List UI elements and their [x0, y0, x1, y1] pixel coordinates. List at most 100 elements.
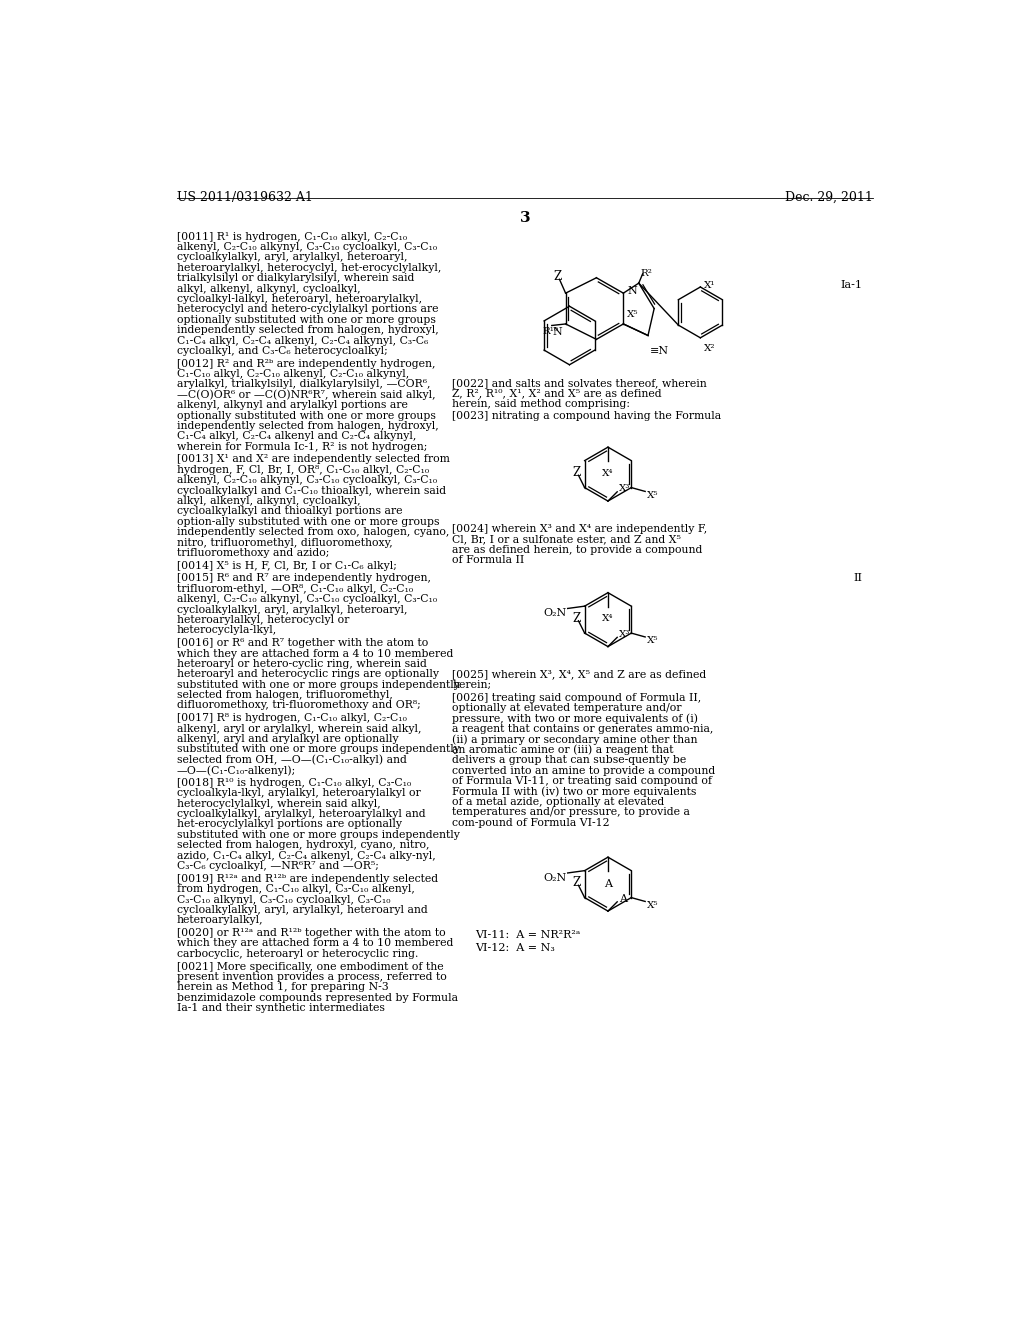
Text: 3: 3 [519, 211, 530, 224]
Text: present invention provides a process, referred to: present invention provides a process, re… [177, 972, 446, 982]
Text: [0018] R¹⁰ is hydrogen, C₁-C₁₀ alkyl, C₃-C₁₀: [0018] R¹⁰ is hydrogen, C₁-C₁₀ alkyl, C₃… [177, 777, 411, 788]
Text: independently selected from halogen, hydroxyl,: independently selected from halogen, hyd… [177, 421, 438, 430]
Text: selected from halogen, trifluoromethyl,: selected from halogen, trifluoromethyl, [177, 690, 392, 700]
Text: nitro, trifluoromethyl, difluoromethoxy,: nitro, trifluoromethyl, difluoromethoxy, [177, 537, 392, 548]
Text: alkenyl, aryl or arylalkyl, wherein said alkyl,: alkenyl, aryl or arylalkyl, wherein said… [177, 723, 421, 734]
Text: optionally substituted with one or more groups: optionally substituted with one or more … [177, 314, 435, 325]
Text: O₂N: O₂N [543, 873, 566, 883]
Text: pressure, with two or more equivalents of (i): pressure, with two or more equivalents o… [453, 714, 698, 725]
Text: heterocyclylalkyl, wherein said alkyl,: heterocyclylalkyl, wherein said alkyl, [177, 799, 381, 809]
Text: [0012] R² and R²ᵇ are independently hydrogen,: [0012] R² and R²ᵇ are independently hydr… [177, 359, 435, 368]
Text: of Formula VI-11, or treating said compound of: of Formula VI-11, or treating said compo… [453, 776, 713, 785]
Text: —O—(C₁-C₁₀-alkenyl);: —O—(C₁-C₁₀-alkenyl); [177, 766, 296, 776]
Text: X⁴: X⁴ [602, 469, 613, 478]
Text: Z: Z [572, 611, 581, 624]
Text: are as defined herein, to provide a compound: are as defined herein, to provide a comp… [453, 545, 702, 554]
Text: Formula II with (iv) two or more equivalents: Formula II with (iv) two or more equival… [453, 787, 696, 797]
Text: C₁-C₄ alkyl, C₂-C₄ alkenyl and C₂-C₄ alkynyl,: C₁-C₄ alkyl, C₂-C₄ alkenyl and C₂-C₄ alk… [177, 432, 416, 441]
Text: A: A [604, 879, 612, 888]
Text: a reagent that contains or generates ammo-nia,: a reagent that contains or generates amm… [453, 723, 714, 734]
Text: heteroaryl and heterocyclic rings are optionally: heteroaryl and heterocyclic rings are op… [177, 669, 438, 680]
Text: Z: Z [572, 876, 581, 890]
Text: from hydrogen, C₁-C₁₀ alkyl, C₃-C₁₀ alkenyl,: from hydrogen, C₁-C₁₀ alkyl, C₃-C₁₀ alke… [177, 884, 415, 894]
Text: difluoromethoxy, tri-fluoromethoxy and OR⁸;: difluoromethoxy, tri-fluoromethoxy and O… [177, 701, 421, 710]
Text: heteroarylalkyl, heterocyclyl or: heteroarylalkyl, heterocyclyl or [177, 615, 349, 624]
Text: alkenyl, alkynyl and arylalkyl portions are: alkenyl, alkynyl and arylalkyl portions … [177, 400, 408, 411]
Text: com-pound of Formula VI-12: com-pound of Formula VI-12 [453, 817, 610, 828]
Text: alkyl, alkenyl, alkynyl, cycloalkyl,: alkyl, alkenyl, alkynyl, cycloalkyl, [177, 284, 360, 293]
Text: selected from OH, —O—(C₁-C₁₀-alkyl) and: selected from OH, —O—(C₁-C₁₀-alkyl) and [177, 755, 407, 766]
Text: X²: X² [705, 345, 716, 352]
Text: [0025] wherein X³, X⁴, X⁵ and Z are as defined: [0025] wherein X³, X⁴, X⁵ and Z are as d… [453, 669, 707, 680]
Text: X⁴: X⁴ [602, 614, 613, 623]
Text: substituted with one or more groups independently: substituted with one or more groups inde… [177, 830, 460, 840]
Text: optionally substituted with one or more groups: optionally substituted with one or more … [177, 411, 435, 421]
Text: heteroarylalkyl,: heteroarylalkyl, [177, 915, 263, 925]
Text: cycloalkyl, and C₃-C₆ heterocycloalkyl;: cycloalkyl, and C₃-C₆ heterocycloalkyl; [177, 346, 387, 356]
Text: [0019] R¹²ᵃ and R¹²ᵇ are independently selected: [0019] R¹²ᵃ and R¹²ᵇ are independently s… [177, 874, 438, 883]
Text: delivers a group that can subse-quently be: delivers a group that can subse-quently … [453, 755, 687, 766]
Text: selected from halogen, hydroxyl, cyano, nitro,: selected from halogen, hydroxyl, cyano, … [177, 841, 429, 850]
Text: X¹: X¹ [705, 281, 716, 290]
Text: cycloalkylalkyl, aryl, arylalkyl, heteroaryl,: cycloalkylalkyl, aryl, arylalkyl, hetero… [177, 605, 408, 615]
Text: [0021] More specifically, one embodiment of the: [0021] More specifically, one embodiment… [177, 961, 443, 972]
Text: which they are attached form a 4 to 10 membered: which they are attached form a 4 to 10 m… [177, 939, 454, 948]
Text: [0011] R¹ is hydrogen, C₁-C₁₀ alkyl, C₂-C₁₀: [0011] R¹ is hydrogen, C₁-C₁₀ alkyl, C₂-… [177, 231, 407, 242]
Text: C₁-C₄ alkyl, C₂-C₄ alkenyl, C₂-C₄ alkynyl, C₃-C₆: C₁-C₄ alkyl, C₂-C₄ alkenyl, C₂-C₄ alkyny… [177, 335, 428, 346]
Text: azido, C₁-C₄ alkyl, C₂-C₄ alkenyl, C₂-C₄ alky-nyl,: azido, C₁-C₄ alkyl, C₂-C₄ alkenyl, C₂-C₄… [177, 850, 435, 861]
Text: het-erocyclylalkyl portions are optionally: het-erocyclylalkyl portions are optional… [177, 820, 401, 829]
Text: herein;: herein; [453, 680, 492, 690]
Text: Z: Z [572, 466, 581, 479]
Text: heteroarylalkyl, heterocyclyl, het-erocyclylalkyl,: heteroarylalkyl, heterocyclyl, het-erocy… [177, 263, 441, 273]
Text: temperatures and/or pressure, to provide a: temperatures and/or pressure, to provide… [453, 807, 690, 817]
Text: cycloalkylalkyl and C₁-C₁₀ thioalkyl, wherein said: cycloalkylalkyl and C₁-C₁₀ thioalkyl, wh… [177, 486, 445, 495]
Text: Ia-1 and their synthetic intermediates: Ia-1 and their synthetic intermediates [177, 1003, 385, 1012]
Text: alkenyl, C₂-C₁₀ alkynyl, C₃-C₁₀ cycloalkyl, C₃-C₁₀: alkenyl, C₂-C₁₀ alkynyl, C₃-C₁₀ cycloalk… [177, 475, 437, 486]
Text: optionally at elevated temperature and/or: optionally at elevated temperature and/o… [453, 704, 682, 713]
Text: [0023] nitrating a compound having the Formula: [0023] nitrating a compound having the F… [453, 412, 722, 421]
Text: [0014] X⁵ is H, F, Cl, Br, I or C₁-C₆ alkyl;: [0014] X⁵ is H, F, Cl, Br, I or C₁-C₆ al… [177, 561, 396, 570]
Text: cycloalkylalkyl, arylalkyl, heteroarylalkyl and: cycloalkylalkyl, arylalkyl, heteroarylal… [177, 809, 425, 818]
Text: [0022] and salts and solvates thereof, wherein: [0022] and salts and solvates thereof, w… [453, 378, 708, 388]
Text: hydrogen, F, Cl, Br, I, OR⁸, C₁-C₁₀ alkyl, C₂-C₁₀: hydrogen, F, Cl, Br, I, OR⁸, C₁-C₁₀ alky… [177, 465, 429, 475]
Text: an aromatic amine or (iii) a reagent that: an aromatic amine or (iii) a reagent tha… [453, 744, 674, 755]
Text: C₃-C₁₀ alkynyl, C₃-C₁₀ cycloalkyl, C₃-C₁₀: C₃-C₁₀ alkynyl, C₃-C₁₀ cycloalkyl, C₃-C₁… [177, 895, 390, 904]
Text: alkyl, alkenyl, alkynyl, cycloalkyl,: alkyl, alkenyl, alkynyl, cycloalkyl, [177, 496, 360, 506]
Text: [0013] X¹ and X² are independently selected from: [0013] X¹ and X² are independently selec… [177, 454, 450, 465]
Text: A: A [618, 894, 627, 904]
Text: Z, R², R¹⁰, X¹, X² and X⁵ are as defined: Z, R², R¹⁰, X¹, X² and X⁵ are as defined [453, 388, 663, 399]
Text: X⁵: X⁵ [647, 491, 658, 500]
Text: option-ally substituted with one or more groups: option-ally substituted with one or more… [177, 517, 439, 527]
Text: alkenyl, C₂-C₁₀ alkynyl, C₃-C₁₀ cycloalkyl, C₃-C₁₀: alkenyl, C₂-C₁₀ alkynyl, C₃-C₁₀ cycloalk… [177, 594, 437, 605]
Text: X⁵: X⁵ [647, 636, 658, 645]
Text: which they are attached form a 4 to 10 membered: which they are attached form a 4 to 10 m… [177, 648, 454, 659]
Text: alkenyl, C₂-C₁₀ alkynyl, C₃-C₁₀ cycloalkyl, C₃-C₁₀: alkenyl, C₂-C₁₀ alkynyl, C₃-C₁₀ cycloalk… [177, 242, 437, 252]
Text: trifluoromethoxy and azido;: trifluoromethoxy and azido; [177, 548, 329, 558]
Text: arylalkyl, trialkylsilyl, dialkylarylsilyl, —COR⁶,: arylalkyl, trialkylsilyl, dialkylarylsil… [177, 379, 430, 389]
Text: alkenyl, aryl and arylalkyl are optionally: alkenyl, aryl and arylalkyl are optional… [177, 734, 398, 744]
Text: ≡N: ≡N [649, 346, 669, 356]
Text: benzimidazole compounds represented by Formula: benzimidazole compounds represented by F… [177, 993, 458, 1003]
Text: cycloalkylalkyl, aryl, arylalkyl, heteroaryl and: cycloalkylalkyl, aryl, arylalkyl, hetero… [177, 906, 427, 915]
Text: cycloalkyl-lalkyl, heteroaryl, heteroarylalkyl,: cycloalkyl-lalkyl, heteroaryl, heteroary… [177, 294, 422, 304]
Text: US 2011/0319632 A1: US 2011/0319632 A1 [177, 191, 312, 203]
Text: VI-12:  A = N₃: VI-12: A = N₃ [475, 942, 555, 953]
Text: heterocyclyl and hetero-cyclylalkyl portions are: heterocyclyl and hetero-cyclylalkyl port… [177, 305, 438, 314]
Text: R¹⁰: R¹⁰ [543, 327, 558, 337]
Text: Dec. 29, 2011: Dec. 29, 2011 [785, 191, 872, 203]
Text: O₂N: O₂N [543, 609, 566, 619]
Text: [0020] or R¹²ᵃ and R¹²ᵇ together with the atom to: [0020] or R¹²ᵃ and R¹²ᵇ together with th… [177, 928, 445, 939]
Text: X³: X³ [618, 484, 630, 494]
Text: independently selected from halogen, hydroxyl,: independently selected from halogen, hyd… [177, 325, 438, 335]
Text: —C(O)OR⁶ or —C(O)NR⁶R⁷, wherein said alkyl,: —C(O)OR⁶ or —C(O)NR⁶R⁷, wherein said alk… [177, 389, 435, 400]
Text: herein as Method 1, for preparing N-3: herein as Method 1, for preparing N-3 [177, 982, 388, 993]
Text: (ii) a primary or secondary amine other than: (ii) a primary or secondary amine other … [453, 734, 698, 744]
Text: herein, said method comprising:: herein, said method comprising: [453, 399, 631, 409]
Text: cycloalkylalkyl, aryl, arylalkyl, heteroaryl,: cycloalkylalkyl, aryl, arylalkyl, hetero… [177, 252, 408, 263]
Text: cycloalkylalkyl and thioalkyl portions are: cycloalkylalkyl and thioalkyl portions a… [177, 507, 402, 516]
Text: carbocyclic, heteroaryl or heterocyclic ring.: carbocyclic, heteroaryl or heterocyclic … [177, 949, 418, 958]
Text: converted into an amine to provide a compound: converted into an amine to provide a com… [453, 766, 716, 776]
Text: cycloalkyla-lkyl, arylalkyl, heteroarylalkyl or: cycloalkyla-lkyl, arylalkyl, heteroaryla… [177, 788, 421, 799]
Text: [0026] treating said compound of Formula II,: [0026] treating said compound of Formula… [453, 693, 701, 702]
Text: trialkylsilyl or dialkylarylsilyl, wherein said: trialkylsilyl or dialkylarylsilyl, where… [177, 273, 414, 282]
